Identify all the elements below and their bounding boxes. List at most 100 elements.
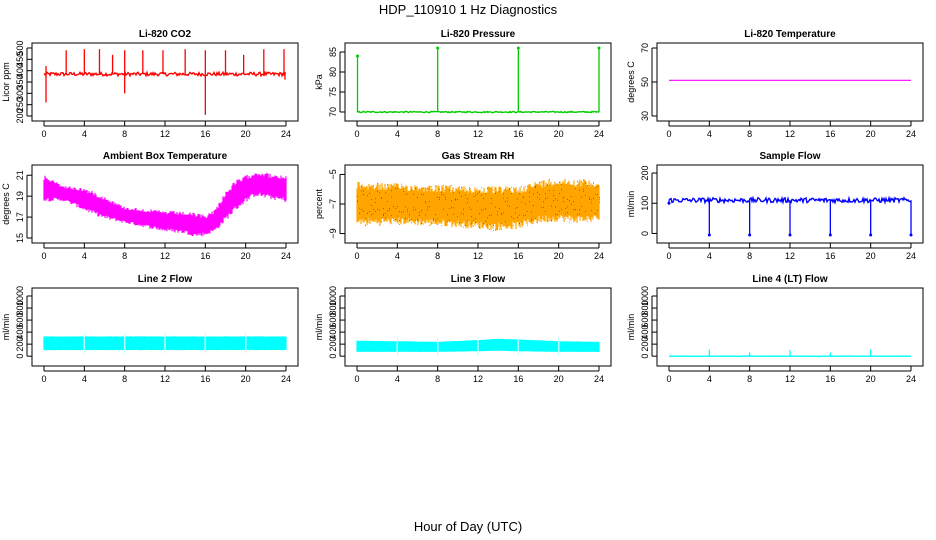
x-tick-label: 20 xyxy=(554,129,564,139)
y-tick-label: 200 xyxy=(640,166,650,181)
y-tick-label: 19 xyxy=(15,191,25,201)
y-axis-label: degrees C xyxy=(626,61,636,103)
spike-point xyxy=(516,46,520,50)
spike-point xyxy=(597,46,601,50)
x-tick-label: 20 xyxy=(866,129,876,139)
chart-title: Line 3 Flow xyxy=(451,274,506,285)
x-tick-label: 24 xyxy=(906,129,916,139)
chart-title: Li-820 CO2 xyxy=(139,29,192,40)
y-tick-label: 800 xyxy=(640,301,650,316)
x-tick-label: 24 xyxy=(594,374,604,384)
y-tick-label: 400 xyxy=(640,325,650,340)
chart-title: Sample Flow xyxy=(759,151,820,162)
series-dots xyxy=(357,179,600,231)
y-tick-label: 70 xyxy=(640,43,650,53)
chart-line4: Line 4 (LT) Flow ml/min 0 4 8 12 16 20 24 0 200400… xyxy=(626,274,924,384)
plot-frame xyxy=(31,42,299,122)
y-tick-label: 100 xyxy=(640,196,650,211)
chart-rh: Gas Stream RH percent 0 4 8 12 16 20 24 −9 −7 −5 xyxy=(314,151,612,261)
chart-title: Ambient Box Temperature xyxy=(103,151,228,162)
x-tick-label: 20 xyxy=(554,251,564,261)
x-tick-label: 8 xyxy=(747,251,752,261)
y-tick-label: 200 xyxy=(640,337,650,352)
y-axis-label: kPa xyxy=(314,74,324,90)
y-tick-label: 17 xyxy=(15,212,25,222)
x-tick-label: 20 xyxy=(241,374,251,384)
chart-ambient: Ambient Box Temperature degrees C 0 4 8 12 16 2… xyxy=(1,151,299,261)
x-tick-label: 4 xyxy=(82,129,87,139)
y-tick-label: 600 xyxy=(15,313,25,328)
y-tick-label: 1000 xyxy=(15,286,25,306)
x-tick-label: 12 xyxy=(473,374,483,384)
x-tick-label: 12 xyxy=(160,129,170,139)
spike-point xyxy=(707,233,711,237)
x-tick-label: 16 xyxy=(825,129,835,139)
x-tick-label: 12 xyxy=(473,129,483,139)
x-tick-label: 0 xyxy=(666,374,671,384)
y-tick-label: 800 xyxy=(328,301,338,316)
chart-pressure: Li-820 Pressure kPa 0 4 8 12 16 20 24 70 75 80 85 xyxy=(314,29,612,139)
spike-point xyxy=(828,233,832,237)
y-tick-label: 200 xyxy=(328,337,338,352)
x-tick-label: 24 xyxy=(594,129,604,139)
page-title: HDP_110910 1 Hz Diagnostics xyxy=(378,2,558,17)
x-tick-label: 20 xyxy=(866,251,876,261)
x-tick-label: 16 xyxy=(200,129,210,139)
series-line xyxy=(43,70,287,78)
y-axis-label: ml/min xyxy=(626,314,636,341)
x-tick-label: 8 xyxy=(435,251,440,261)
x-tick-label: 24 xyxy=(906,251,916,261)
y-tick-label: 50 xyxy=(640,77,650,87)
x-tick-label: 16 xyxy=(513,374,523,384)
x-tick-label: 16 xyxy=(200,251,210,261)
x-tick-label: 8 xyxy=(747,374,752,384)
y-tick-label: 300 xyxy=(15,86,25,101)
chart-flow: Sample Flow ml/min 0 4 8 12 16 20 24 0 100 200 xyxy=(626,151,924,261)
x-tick-label: 20 xyxy=(554,374,564,384)
x-tick-label: 20 xyxy=(866,374,876,384)
y-tick-label: 400 xyxy=(15,325,25,340)
y-tick-label: −5 xyxy=(328,169,338,179)
plot-frame xyxy=(344,42,612,122)
x-tick-label: 4 xyxy=(707,251,712,261)
spike-point xyxy=(788,233,792,237)
x-tick-label: 8 xyxy=(747,129,752,139)
x-tick-label: 12 xyxy=(785,251,795,261)
y-axis-label: ml/min xyxy=(314,314,324,341)
x-tick-label: 0 xyxy=(666,129,671,139)
spike-point xyxy=(667,201,671,205)
series-band xyxy=(356,178,600,231)
series-band xyxy=(43,172,287,237)
x-tick-label: 0 xyxy=(41,129,46,139)
x-tick-label: 0 xyxy=(354,251,359,261)
y-tick-label: 21 xyxy=(15,170,25,180)
spike-point xyxy=(909,233,913,237)
y-tick-label: 200 xyxy=(15,337,25,352)
chart-line2: Line 2 Flow ml/min 0 4 8 12 16 20 24 0 20040060080… xyxy=(1,274,299,384)
y-tick-label: 400 xyxy=(15,63,25,78)
y-axis-label: ml/min xyxy=(1,314,11,341)
x-tick-label: 16 xyxy=(513,129,523,139)
x-tick-label: 24 xyxy=(281,129,291,139)
x-tick-label: 0 xyxy=(41,374,46,384)
chart-title: Gas Stream RH xyxy=(442,151,515,162)
spike-point xyxy=(436,46,440,50)
y-tick-label: 1000 xyxy=(328,286,338,306)
y-tick-label: 80 xyxy=(328,67,338,77)
x-tick-label: 0 xyxy=(354,374,359,384)
spike-point xyxy=(869,233,873,237)
x-tick-label: 24 xyxy=(906,374,916,384)
y-tick-label: 600 xyxy=(640,313,650,328)
y-tick-label: 0 xyxy=(15,354,25,359)
x-tick-label: 4 xyxy=(82,374,87,384)
x-tick-label: 4 xyxy=(82,251,87,261)
chart-co2: Li-820 CO2 Licor ppm 0 4 8 12 16 20 24 2002503003… xyxy=(1,29,299,139)
x-tick-label: 8 xyxy=(435,374,440,384)
x-tick-label: 4 xyxy=(395,374,400,384)
x-tick-label: 0 xyxy=(354,129,359,139)
y-tick-label: 70 xyxy=(328,107,338,117)
y-tick-label: 0 xyxy=(640,354,650,359)
y-tick-label: 1000 xyxy=(640,286,650,306)
y-tick-label: 85 xyxy=(328,47,338,57)
